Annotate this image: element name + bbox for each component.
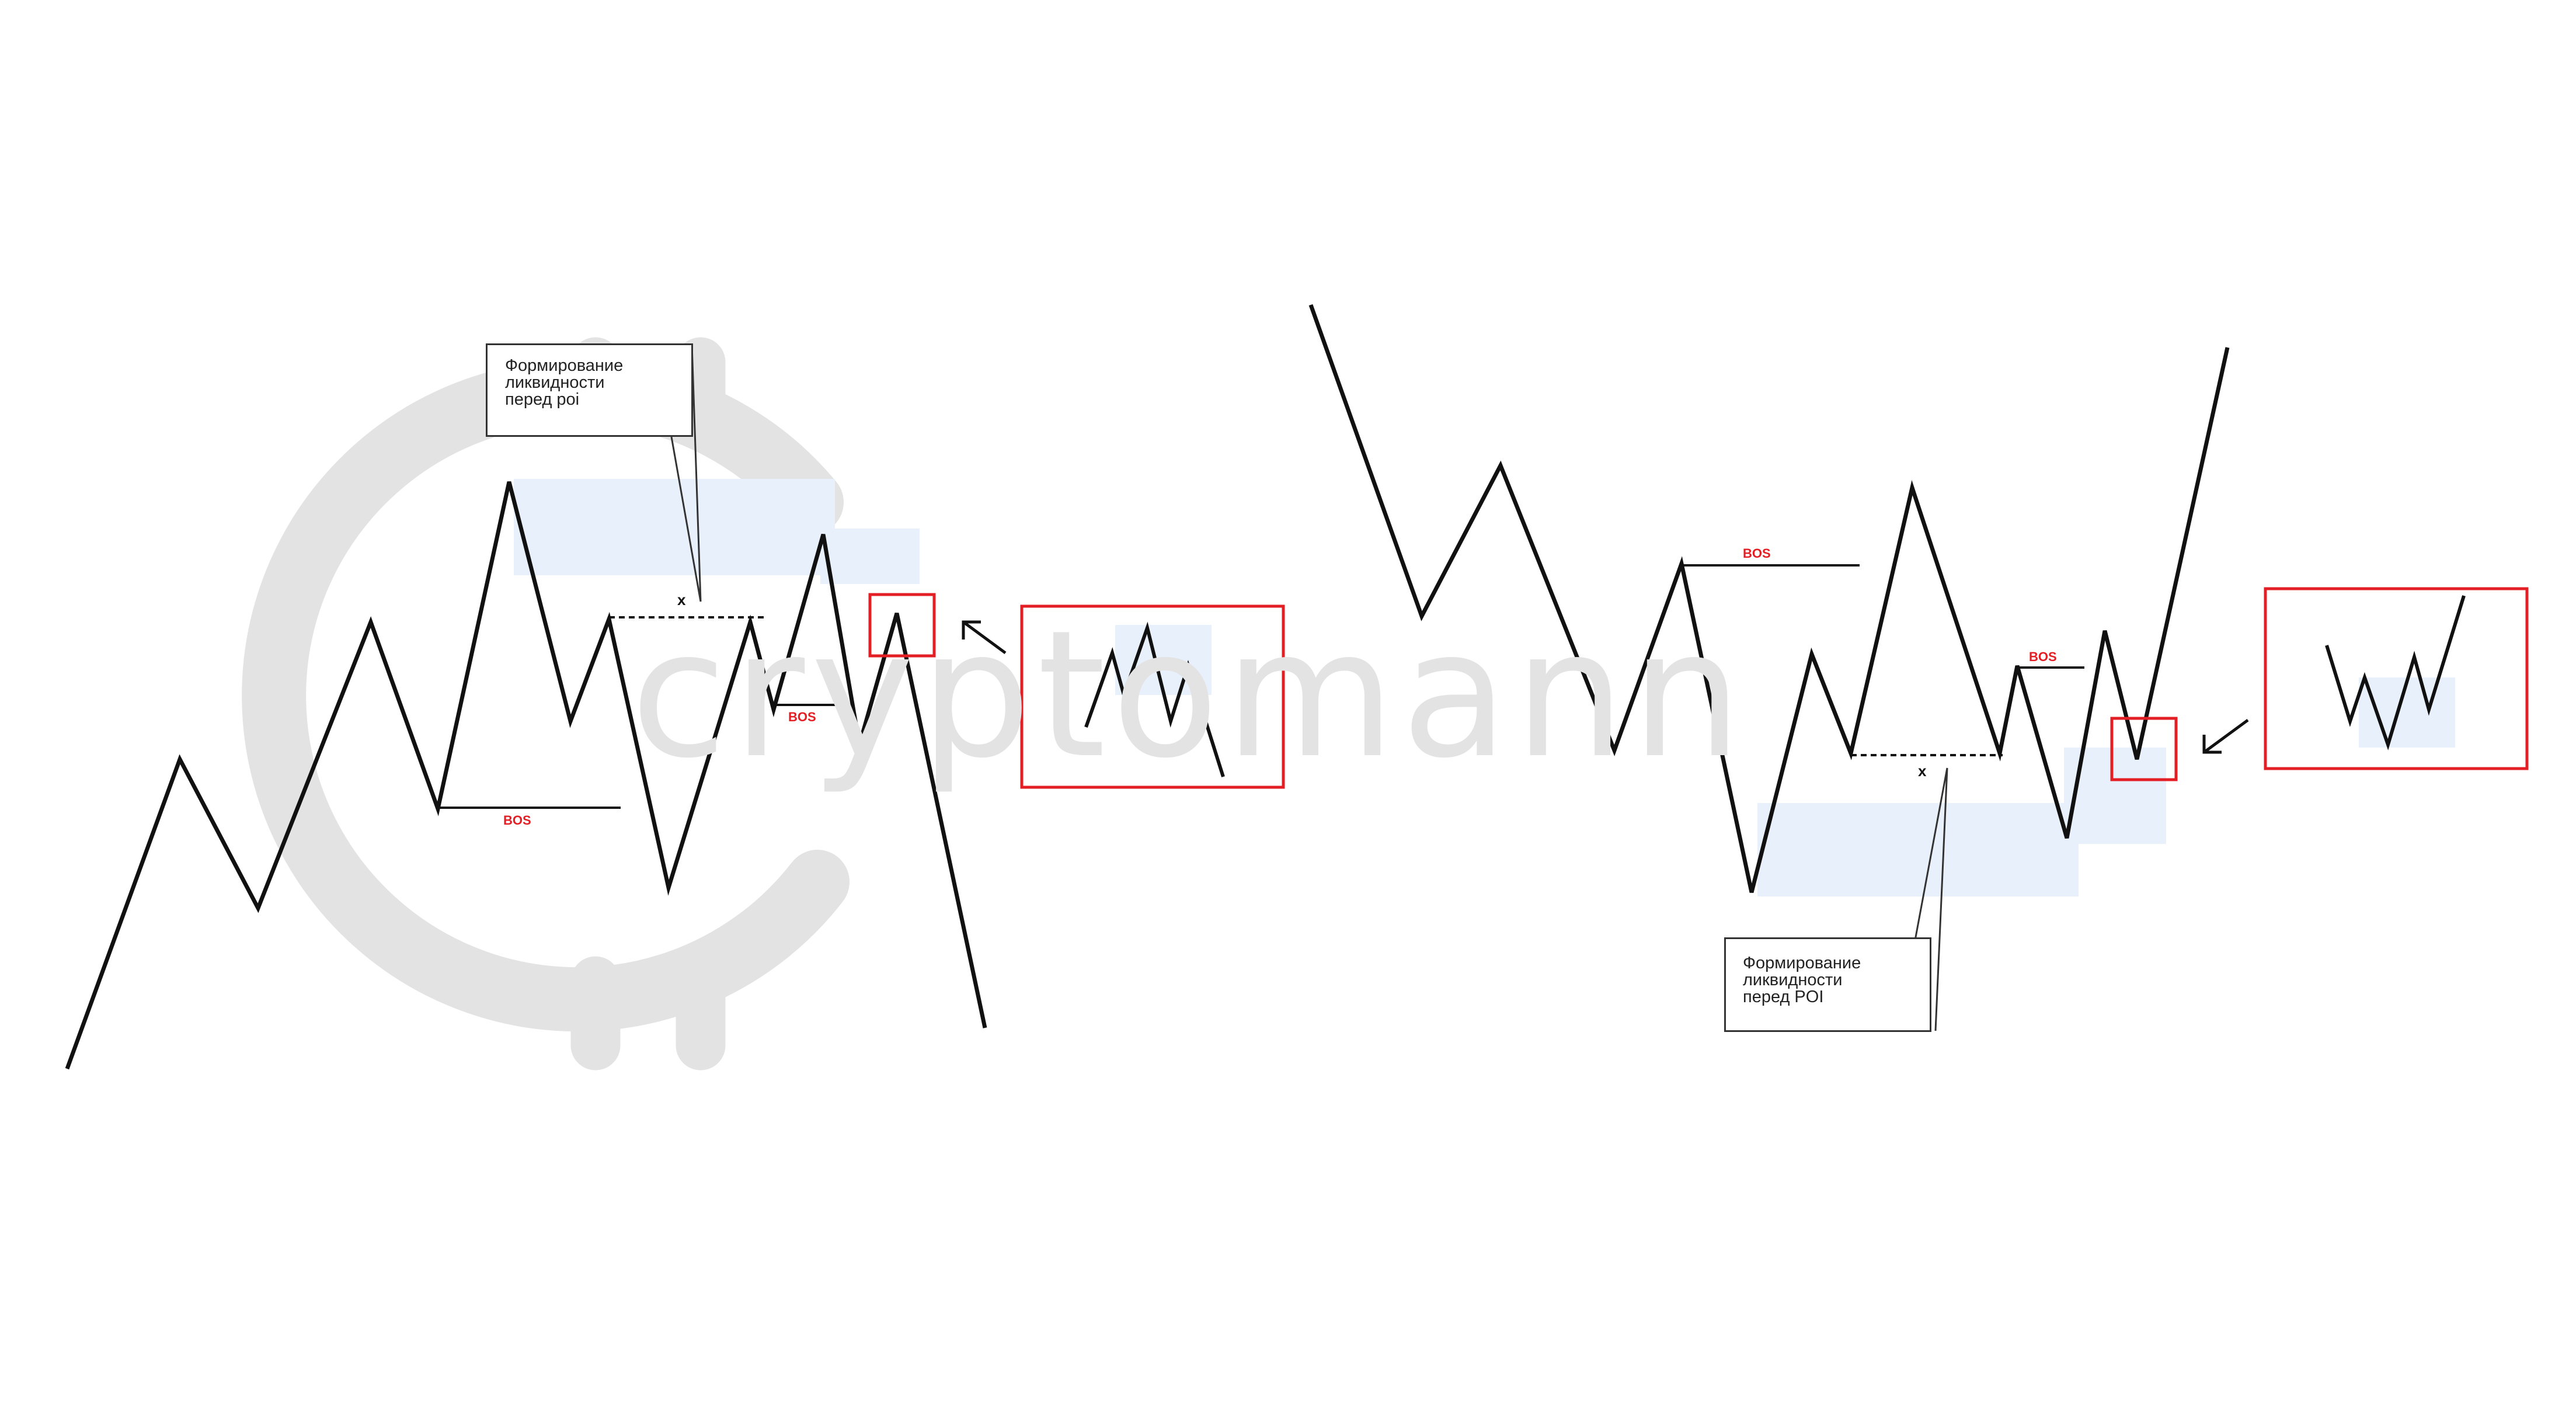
left-bos-label-1: BOS bbox=[503, 813, 531, 828]
watermark-text: cryptomann bbox=[631, 593, 1748, 797]
right-zoom-path bbox=[2325, 595, 2466, 750]
left-zoom-arrow bbox=[962, 620, 1007, 655]
left-price-path bbox=[65, 481, 987, 1070]
left-callout-box bbox=[486, 343, 693, 437]
left-callout-pointer bbox=[670, 344, 702, 602]
right-poi-zone bbox=[1757, 803, 2079, 896]
left-callout-line-3: перед poi bbox=[505, 390, 580, 409]
left-callout-line-1: Формирование bbox=[505, 356, 624, 375]
right-zoom-arrow bbox=[2202, 718, 2249, 754]
right-callout-line-1: Формирование bbox=[1743, 954, 1861, 972]
right-liquidity-marker: x bbox=[1918, 762, 1927, 780]
left-callout-line-2: ликвидности bbox=[505, 373, 605, 392]
right-callout-box bbox=[1724, 937, 1931, 1032]
left-zoom-path bbox=[1084, 621, 1225, 777]
right-callout-line-3: перед POI bbox=[1743, 988, 1824, 1006]
left-bos-label-2: BOS bbox=[788, 710, 816, 724]
right-callout-pointer bbox=[1914, 767, 1948, 1031]
right-entry-highlight bbox=[2110, 717, 2178, 781]
left-poi-zone bbox=[514, 479, 835, 575]
right-callout-line-2: ликвидности bbox=[1743, 971, 1843, 989]
left-callout-text: Формирование ликвидности перед poi bbox=[505, 357, 623, 408]
right-bos-label-2: BOS bbox=[2029, 649, 2057, 664]
right-callout-text: Формирование ликвидности перед POI bbox=[1743, 955, 1861, 1006]
left-liquidity-marker: x bbox=[677, 591, 686, 609]
right-price-path bbox=[1308, 304, 2230, 893]
left-poi-zone-lower bbox=[820, 529, 920, 584]
right-zoom-zone bbox=[2359, 677, 2455, 748]
left-entry-highlight bbox=[868, 593, 936, 658]
right-bos-label-1: BOS bbox=[1743, 546, 1771, 561]
